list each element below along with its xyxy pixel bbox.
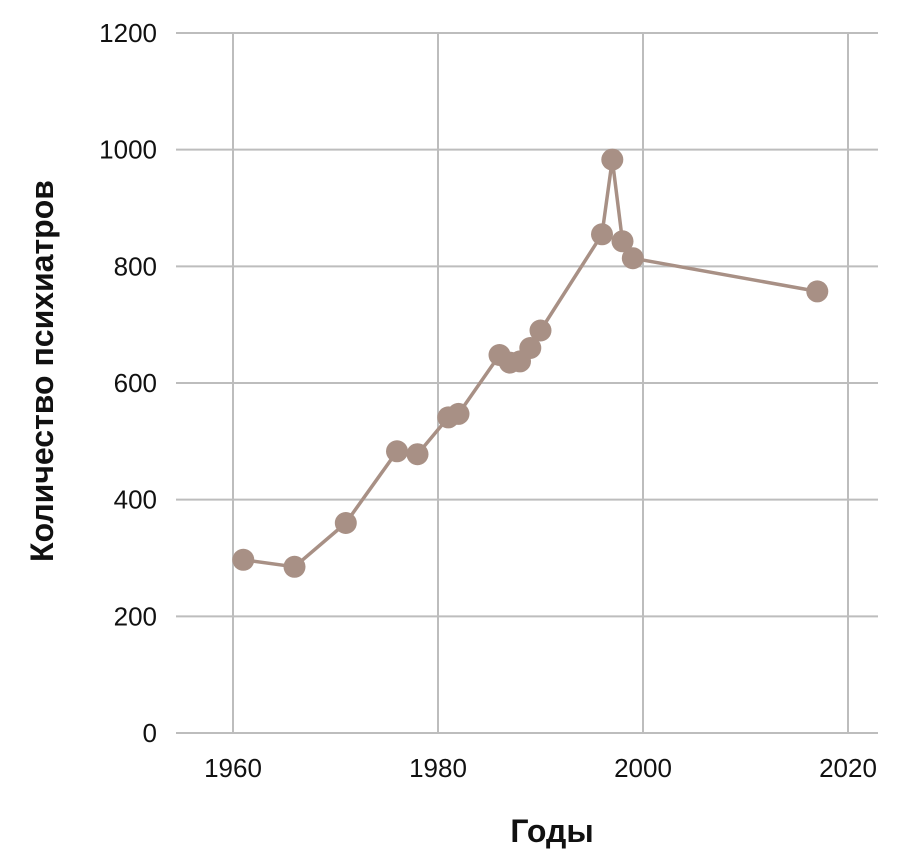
- data-point: [591, 223, 613, 246]
- x-tick-label: 1980: [409, 753, 467, 783]
- x-tick-label: 2000: [614, 753, 672, 783]
- data-point: [283, 555, 306, 578]
- data-point: [386, 440, 408, 463]
- y-tick-label: 400: [114, 485, 157, 515]
- x-axis-title: Годы: [510, 813, 593, 849]
- data-point: [447, 402, 470, 425]
- x-axis-ticks: 1960 1980 2000 2020: [204, 753, 877, 783]
- data-point: [232, 548, 255, 571]
- y-tick-label: 800: [114, 251, 157, 281]
- data-point: [529, 319, 552, 342]
- y-tick-label: 200: [114, 601, 157, 631]
- y-axis-ticks: 0 200 400 600 800 1000 1200: [99, 18, 157, 748]
- data-point: [621, 247, 644, 270]
- data-point: [406, 443, 429, 466]
- y-tick-label: 1200: [99, 18, 157, 48]
- grid: [176, 32, 878, 734]
- x-tick-label: 2020: [819, 753, 877, 783]
- y-tick-label: 600: [114, 368, 157, 398]
- data-point: [611, 230, 634, 253]
- data-point: [519, 337, 542, 359]
- data-point: [601, 148, 624, 171]
- y-axis-title: Количество психиатров: [24, 180, 60, 562]
- data-point: [806, 280, 829, 303]
- series-group: [232, 148, 829, 578]
- y-tick-label: 1000: [99, 135, 157, 165]
- y-tick-label: 0: [143, 718, 157, 748]
- data-point: [334, 512, 357, 534]
- x-tick-label: 1960: [204, 753, 262, 783]
